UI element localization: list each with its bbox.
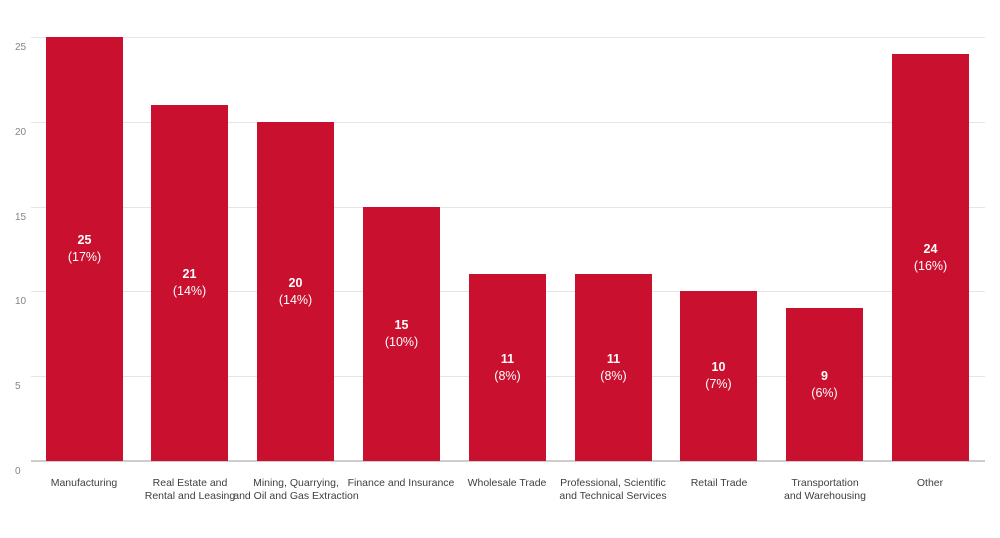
category-label-line: and Technical Services <box>559 490 667 502</box>
bar-data-label: 11 (8%) <box>575 351 652 385</box>
category-label-line: Manufacturing <box>50 477 118 489</box>
bar-data-label: 21 (14%) <box>151 266 228 300</box>
bar-percent-label: (10%) <box>384 335 419 349</box>
bar-value-label: 11 <box>500 351 515 366</box>
bar-value-label: 10 <box>711 360 726 374</box>
y-tick-label: 25 <box>15 42 27 53</box>
bar: 15 (10%) <box>363 207 440 461</box>
y-tick-label: 20 <box>15 127 27 138</box>
category-label-line: and Oil and Gas Extraction <box>233 490 359 502</box>
bar-value-label: 25 <box>77 233 92 247</box>
bar-data-label: 25 (17%) <box>46 232 123 266</box>
bar: 21 (14%) <box>151 105 228 461</box>
bar-value-label: 15 <box>394 318 409 332</box>
y-tick-label: 5 <box>15 381 21 392</box>
category-label-line: Real Estate and <box>152 477 228 489</box>
bar: 10 (7%) <box>680 291 757 461</box>
bar-data-label: 15 (10%) <box>363 317 440 351</box>
category-label: Retail Trade <box>644 477 794 490</box>
bar-data-label: 11 (8%) <box>469 351 546 385</box>
category-label-line: Professional, Scientific <box>560 477 666 489</box>
bar-percent-label: (16%) <box>913 258 948 273</box>
bar-data-label: 10 (7%) <box>680 359 757 393</box>
bar: 25 (17%) <box>46 37 123 461</box>
category-label-line: Rental and Leasing <box>144 490 236 502</box>
category-label-line: Transportation <box>791 477 859 489</box>
category-label-line: Retail Trade <box>690 477 748 489</box>
grid-line <box>31 37 985 38</box>
grid-line <box>31 207 985 208</box>
bar-value-label: 9 <box>821 368 828 383</box>
bar-value-label: 24 <box>923 241 938 256</box>
bar: 9 (6%) <box>786 308 863 461</box>
grid-line <box>31 122 985 123</box>
category-label: Transportation and Warehousing <box>750 477 900 503</box>
bar-percent-label: (6%) <box>811 385 838 400</box>
category-label-line: Finance and Insurance <box>347 477 455 489</box>
y-tick-label: 10 <box>15 296 27 307</box>
bar-data-label: 20 (14%) <box>257 275 334 309</box>
bar-value-label: 21 <box>182 267 197 281</box>
category-label: Professional, Scientific and Technical Se… <box>538 477 688 503</box>
bar-percent-label: (14%) <box>278 292 313 307</box>
category-label-line: Wholesale Trade <box>467 477 547 489</box>
bar-percent-label: (17%) <box>67 250 102 264</box>
bar: 24 (16%) <box>892 54 969 461</box>
bar-percent-label: (7%) <box>705 377 732 391</box>
category-label: Other <box>855 477 1000 490</box>
category-label-line: Mining, Quarrying, <box>253 477 339 489</box>
category-label: Manufacturing <box>9 477 159 490</box>
category-label: Wholesale Trade <box>432 477 582 490</box>
bar: 11 (8%) <box>575 274 652 461</box>
category-label: Mining, Quarrying, and Oil and Gas Extrac… <box>221 477 371 503</box>
bar: 11 (8%) <box>469 274 546 461</box>
bar: 20 (14%) <box>257 122 334 461</box>
bar-percent-label: (8%) <box>494 368 521 383</box>
bar-value-label: 11 <box>606 351 621 366</box>
bar-data-label: 24 (16%) <box>892 241 969 275</box>
category-label: Real Estate and Rental and Leasing <box>115 477 265 503</box>
x-axis-baseline <box>31 460 985 462</box>
category-label: Finance and Insurance <box>326 477 476 490</box>
bar-data-label: 9 (6%) <box>786 368 863 402</box>
category-label-line: Other <box>916 477 944 489</box>
bar-percent-label: (14%) <box>172 284 207 298</box>
y-tick-label: 15 <box>15 212 27 223</box>
category-label-line: and Warehousing <box>784 490 866 502</box>
bar-percent-label: (8%) <box>600 368 627 383</box>
y-tick-label: 0 <box>15 466 21 477</box>
bar-value-label: 20 <box>288 275 303 290</box>
